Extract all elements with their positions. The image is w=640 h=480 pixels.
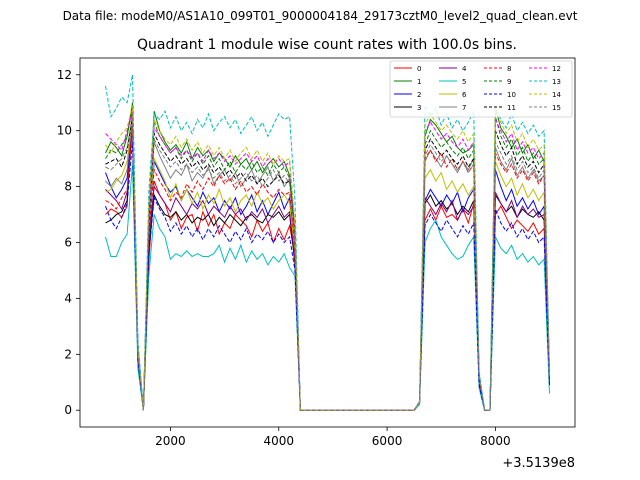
legend-label-1: 1 <box>417 78 421 86</box>
y-tick-label: 6 <box>64 236 72 250</box>
plot-lines <box>105 74 550 411</box>
y-tick-label: 4 <box>64 291 72 305</box>
legend-label-0: 0 <box>417 65 421 73</box>
chart-suptitle: Data file: modeM0/AS1A10_099T01_90000041… <box>63 9 578 23</box>
legend-label-8: 8 <box>507 65 511 73</box>
y-tick-label: 8 <box>64 180 72 194</box>
legend-label-2: 2 <box>417 91 421 99</box>
legend-label-7: 7 <box>462 104 466 112</box>
legend-label-13: 13 <box>552 78 561 86</box>
y-tick-label: 12 <box>57 68 72 82</box>
legend-label-12: 12 <box>552 65 561 73</box>
x-tick-label: 8000 <box>480 434 511 448</box>
y-axis: 0 2 4 6 8 10 12 <box>57 68 80 417</box>
legend-label-14: 14 <box>552 91 561 99</box>
x-tick-label: 2000 <box>155 434 186 448</box>
y-tick-label: 2 <box>64 347 72 361</box>
x-tick-label: 4000 <box>263 434 294 448</box>
series-line-15 <box>105 113 550 411</box>
legend-label-11: 11 <box>507 104 516 112</box>
legend-label-3: 3 <box>417 104 421 112</box>
x-axis: 2000 4000 6000 8000 <box>155 427 511 448</box>
legend-label-9: 9 <box>507 78 511 86</box>
chart-title: Quadrant 1 module wise count rates with … <box>137 37 517 53</box>
y-tick-label: 0 <box>64 403 72 417</box>
legend-label-10: 10 <box>507 91 516 99</box>
legend-label-15: 15 <box>552 104 561 112</box>
series-line-10 <box>105 141 550 411</box>
legend-label-4: 4 <box>462 65 467 73</box>
legend-label-6: 6 <box>462 91 467 99</box>
legend-box <box>389 60 573 118</box>
x-tick-label: 6000 <box>372 434 403 448</box>
legend-label-5: 5 <box>462 78 466 86</box>
y-tick-label: 10 <box>57 124 72 138</box>
x-axis-offset-label: +3.5139e8 <box>502 456 575 471</box>
